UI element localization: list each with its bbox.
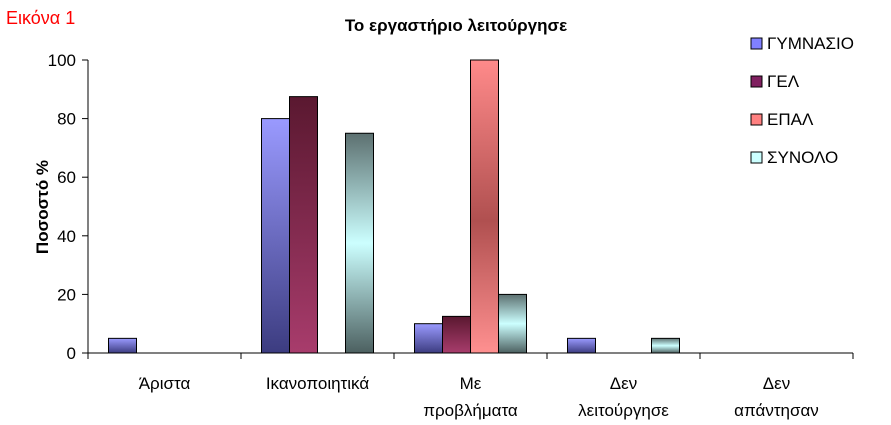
figure-label: Εικόνα 1 bbox=[6, 8, 76, 28]
bar bbox=[345, 132, 374, 354]
x-tick-label: Ικανοποιητικά bbox=[266, 374, 370, 393]
bar bbox=[289, 96, 318, 354]
legend-label: ΓΥΜΝΑΣΙΟ bbox=[767, 34, 854, 53]
bar bbox=[567, 337, 596, 354]
y-tick-label: 40 bbox=[57, 227, 76, 246]
x-tick-label: Με bbox=[460, 374, 482, 393]
y-tick-label: 20 bbox=[57, 285, 76, 304]
bar bbox=[651, 337, 680, 354]
y-axis-label: Ποσοστό % bbox=[33, 160, 52, 254]
legend-swatch bbox=[750, 151, 763, 164]
legend-label: ΣΥΝΟΛΟ bbox=[767, 148, 838, 167]
y-tick-label: 80 bbox=[57, 110, 76, 129]
x-tick-label: Άριστα bbox=[139, 374, 191, 393]
x-tick-label: απάντησαν bbox=[734, 401, 819, 420]
x-tick-label: Δεν bbox=[610, 374, 637, 393]
x-tick-label: Δεν bbox=[763, 374, 790, 393]
legend-swatch bbox=[750, 37, 763, 50]
bar bbox=[261, 118, 290, 354]
bar bbox=[470, 59, 499, 354]
bar bbox=[442, 315, 471, 354]
bar bbox=[414, 323, 443, 354]
y-tick-label: 100 bbox=[48, 51, 76, 70]
legend-label: ΕΠΑΛ bbox=[767, 110, 814, 129]
legend-swatch bbox=[750, 75, 763, 88]
bar bbox=[498, 293, 527, 354]
chart-title: Το εργαστήριο λειτούργησε bbox=[345, 16, 567, 35]
legend-swatch bbox=[750, 113, 763, 126]
x-tick-label: λειτούργησε bbox=[578, 401, 669, 420]
x-tick-label: προβλήματα bbox=[423, 401, 518, 420]
y-tick-label: 0 bbox=[67, 344, 76, 363]
legend-label: ΓΕΛ bbox=[767, 72, 800, 91]
bar bbox=[108, 337, 137, 354]
y-tick-label: 60 bbox=[57, 168, 76, 187]
